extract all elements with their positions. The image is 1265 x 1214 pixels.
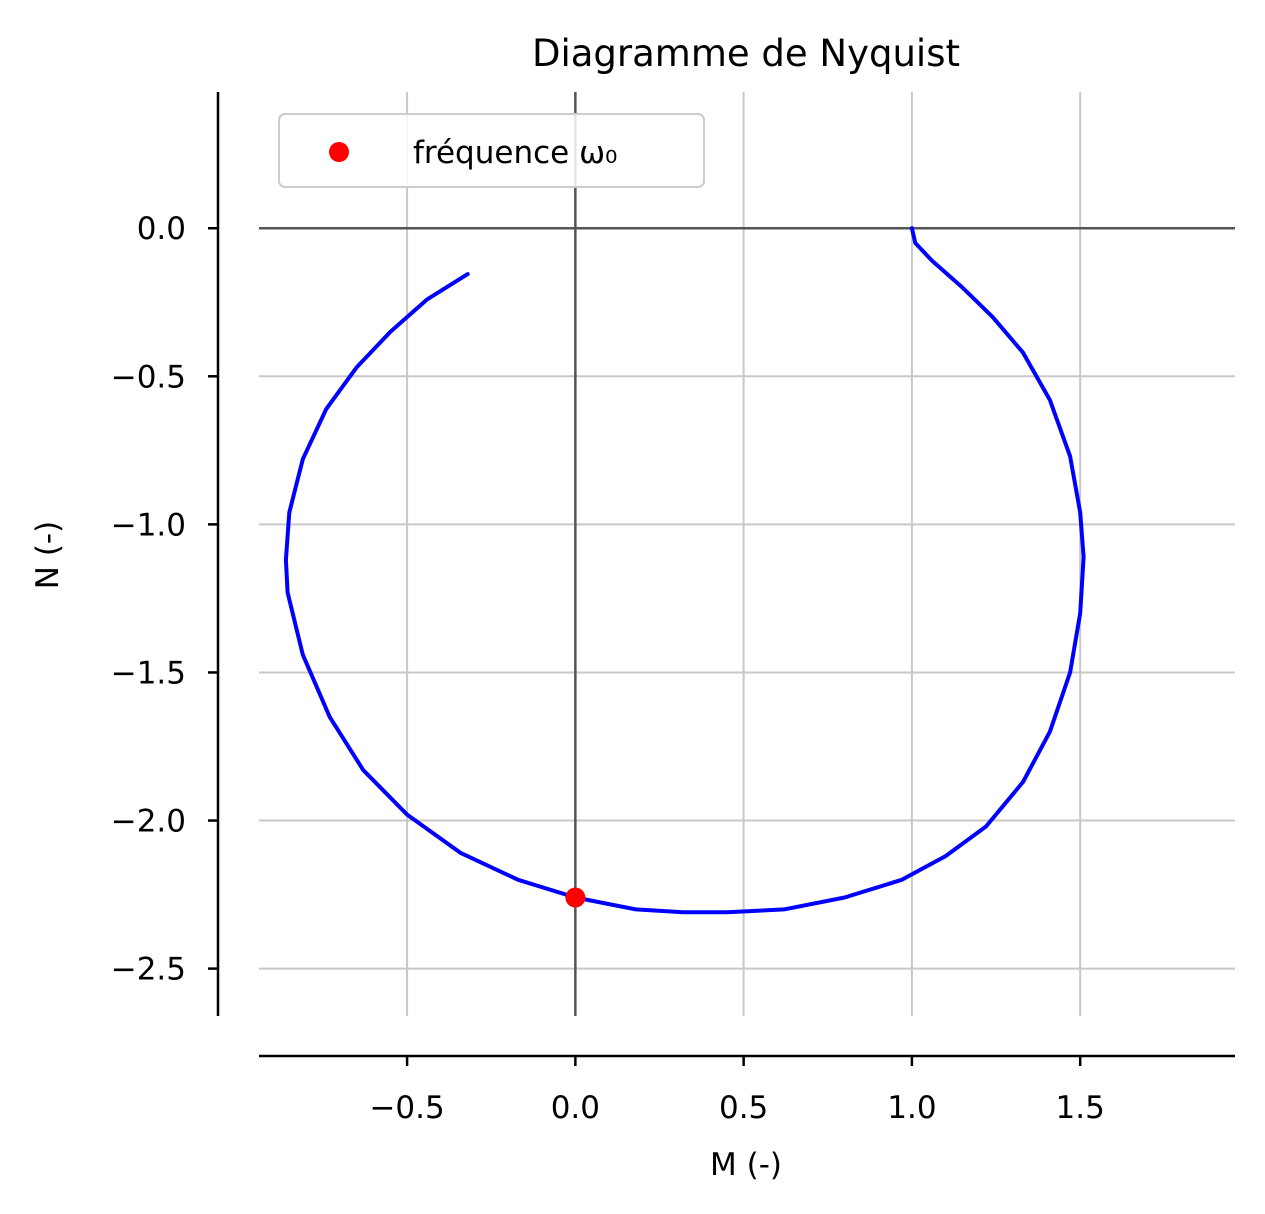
- x-tick-label: 0.5: [719, 1090, 768, 1126]
- omega0-marker: [565, 887, 586, 908]
- nyquist-curve: [283, 226, 1086, 915]
- legend: fréquence ω₀: [278, 113, 705, 188]
- series: [283, 226, 1086, 915]
- x-tick-label: 1.0: [887, 1090, 936, 1126]
- y-tick-label: −1.0: [111, 507, 186, 543]
- chart-title: Diagramme de Nyquist: [532, 32, 960, 75]
- x-axis-title: M (-): [710, 1147, 782, 1183]
- x-tick-label: 1.5: [1056, 1090, 1105, 1126]
- legend-box: [278, 113, 705, 188]
- y-tick-label: −0.5: [111, 359, 186, 395]
- reference-lines: [259, 92, 1235, 1016]
- y-axis-title: N (-): [30, 521, 66, 589]
- ticks: −0.5 0.0 0.5 1.0 1.5 0.0 −0.5 −1.0 −1.5 −2.0 −2.5: [111, 211, 1105, 1126]
- x-tick-label: −0.5: [369, 1090, 444, 1126]
- legend-label: fréquence ω₀: [413, 135, 617, 171]
- x-tick-label: 0.0: [551, 1090, 600, 1126]
- axes: [216, 92, 1235, 1058]
- markers: [565, 887, 586, 908]
- y-tick-label: −2.0: [111, 804, 186, 840]
- y-tick-label: 0.0: [137, 211, 186, 247]
- y-tick-label: −1.5: [111, 655, 186, 691]
- y-tick-label: −2.5: [111, 952, 186, 988]
- grid: [259, 92, 1235, 1016]
- legend-marker: [329, 142, 349, 162]
